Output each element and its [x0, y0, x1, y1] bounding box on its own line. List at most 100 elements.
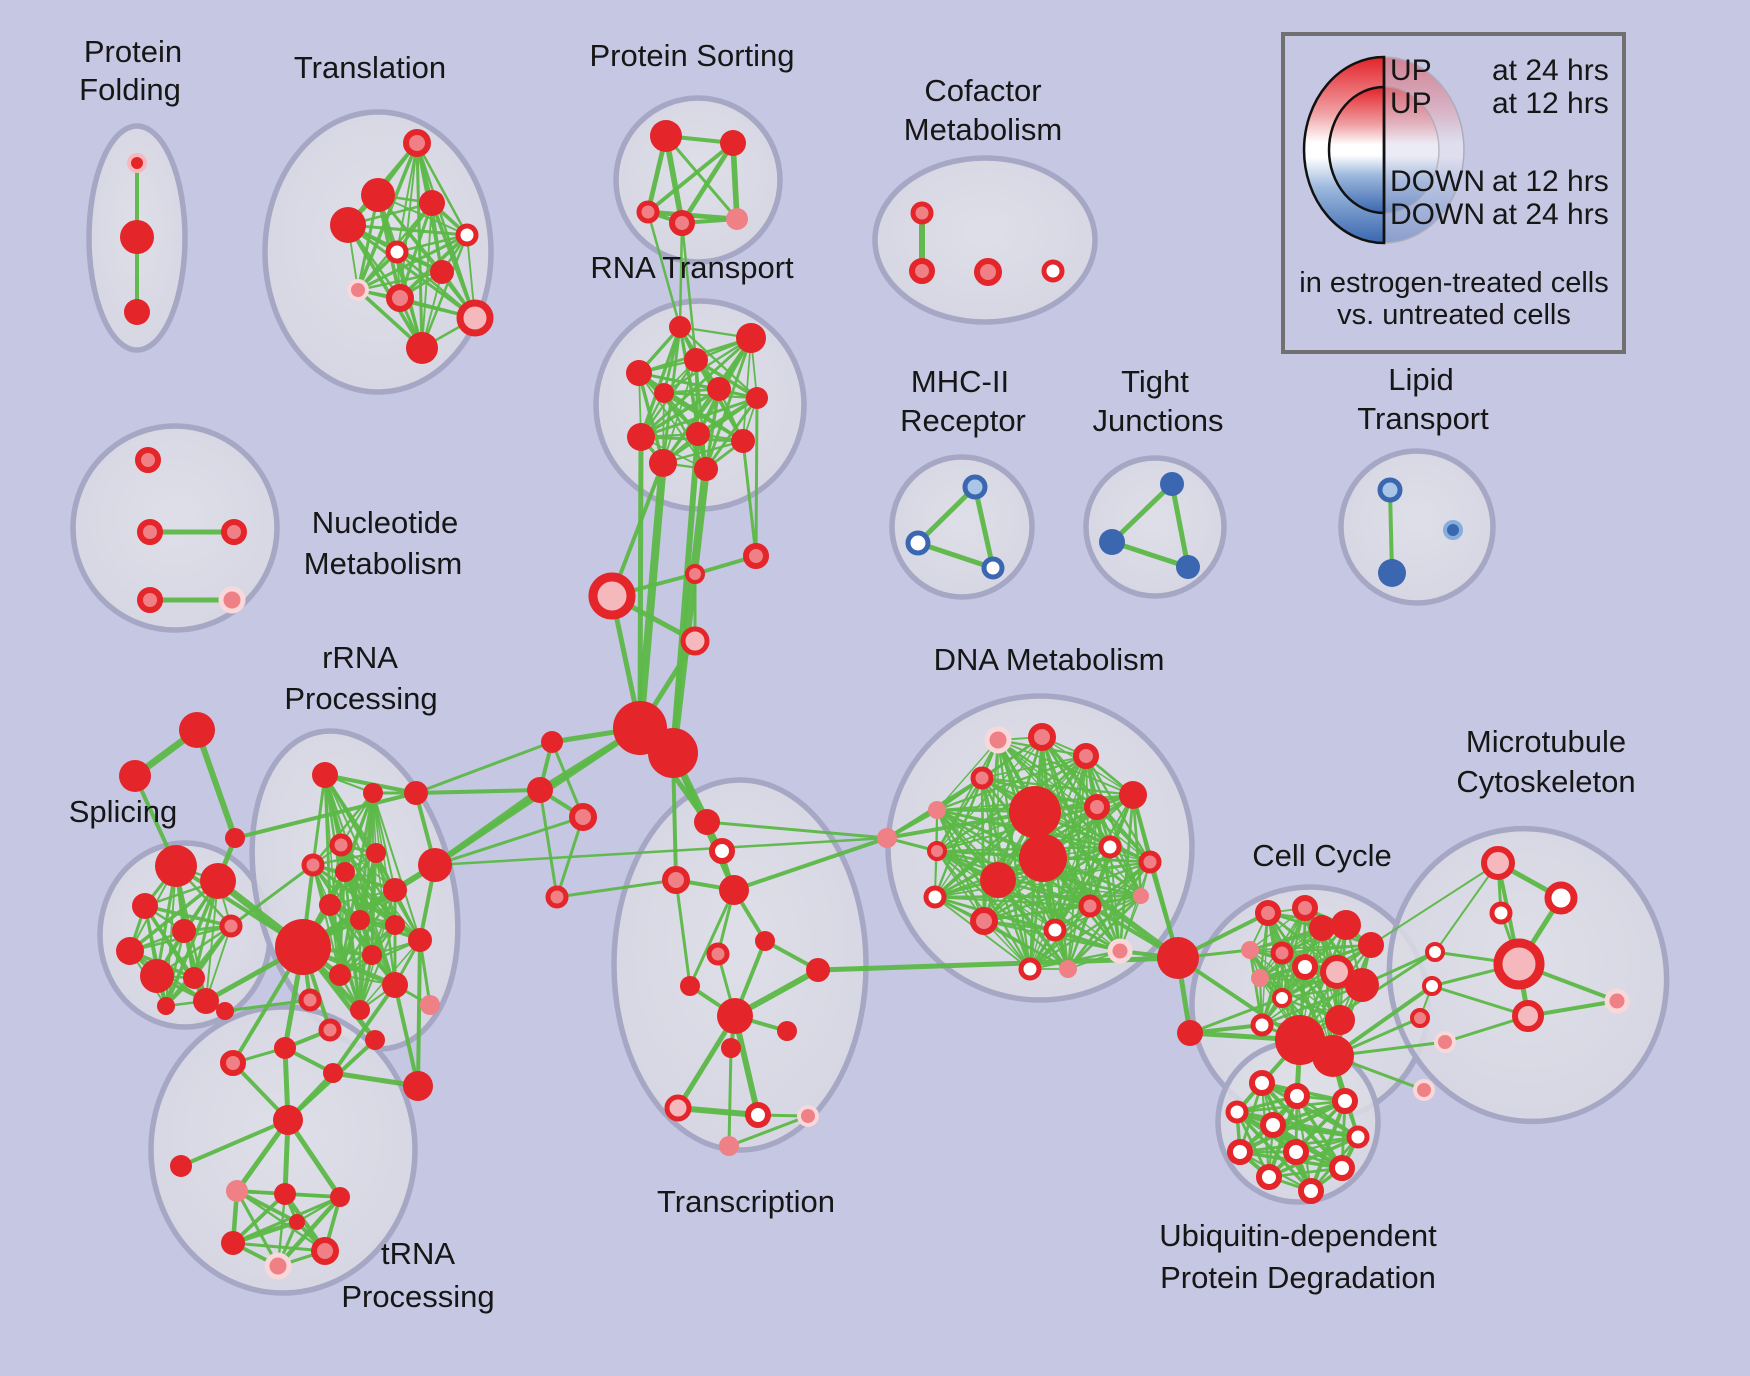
network-node-nm1[interactable] [135, 447, 161, 473]
network-node-tn_hub[interactable] [273, 1105, 303, 1135]
network-node-rt6[interactable] [746, 387, 768, 409]
network-node-ub2[interactable] [1284, 1083, 1310, 1109]
network-node-tc1[interactable] [694, 809, 720, 835]
network-node-cc9[interactable] [1320, 955, 1354, 989]
network-node-tr7[interactable] [430, 260, 454, 284]
network-node-tn7[interactable] [289, 1214, 305, 1230]
network-node-tr2[interactable] [361, 178, 395, 212]
network-node-tr9[interactable] [386, 284, 414, 312]
network-node-sp7[interactable] [140, 959, 174, 993]
network-node-tn1[interactable] [226, 1180, 248, 1202]
network-node-cc12[interactable] [1272, 988, 1292, 1008]
network-node-nm4[interactable] [137, 587, 163, 613]
network-node-ps4[interactable] [669, 210, 695, 236]
network-node-tc5[interactable] [755, 931, 775, 951]
network-node-hb2[interactable] [648, 728, 698, 778]
network-node-sp_t3[interactable] [225, 828, 245, 848]
network-node-tj3[interactable] [1176, 555, 1200, 579]
network-node-rr13[interactable] [385, 915, 405, 935]
network-node-ub10[interactable] [1298, 1178, 1324, 1204]
network-node-ub3[interactable] [1332, 1088, 1358, 1114]
network-node-mt5[interactable] [1422, 976, 1442, 996]
network-node-dm2[interactable] [1028, 723, 1056, 751]
network-node-tj2[interactable] [1099, 529, 1125, 555]
network-node-mh1[interactable] [962, 474, 988, 500]
network-node-mt4[interactable] [1425, 942, 1445, 962]
network-node-cf4[interactable] [1041, 259, 1065, 283]
network-node-dm22[interactable] [1157, 937, 1199, 979]
network-node-rr19[interactable] [350, 1000, 370, 1020]
network-node-dm_c[interactable] [877, 828, 897, 848]
network-node-tc4[interactable] [719, 875, 749, 905]
network-node-tc8[interactable] [717, 998, 753, 1034]
network-node-cc14[interactable] [1325, 1005, 1355, 1035]
network-node-tc15[interactable] [719, 1136, 739, 1156]
network-node-rt2[interactable] [736, 323, 766, 353]
network-node-rr14[interactable] [408, 928, 432, 952]
network-node-rc4[interactable] [680, 626, 710, 656]
network-node-dm4[interactable] [970, 766, 994, 790]
network-node-mt9[interactable] [1410, 1008, 1430, 1028]
network-node-dm16[interactable] [1078, 894, 1102, 918]
network-node-dm6[interactable] [927, 841, 947, 861]
network-node-rr12[interactable] [275, 919, 331, 975]
network-node-ps5[interactable] [726, 208, 748, 230]
network-node-tr3[interactable] [419, 190, 445, 216]
network-node-sp8[interactable] [183, 967, 205, 989]
network-node-ps3[interactable] [636, 200, 660, 224]
network-node-lt1[interactable] [1377, 477, 1403, 503]
network-node-tn_lone[interactable] [170, 1155, 192, 1177]
network-node-mt6[interactable] [1493, 938, 1545, 990]
network-node-tn2[interactable] [274, 1183, 296, 1205]
network-node-rr10[interactable] [319, 894, 341, 916]
network-node-cc16[interactable] [1312, 1035, 1354, 1077]
network-node-pf3[interactable] [124, 299, 150, 325]
network-node-dm13[interactable] [1138, 850, 1162, 874]
network-node-dm8[interactable] [1019, 834, 1067, 882]
network-node-lt2[interactable] [1378, 559, 1406, 587]
network-node-tc14[interactable] [797, 1105, 819, 1127]
network-node-dm7[interactable] [1009, 786, 1061, 838]
network-node-cc11[interactable] [1251, 969, 1269, 987]
network-node-lt3[interactable] [1443, 520, 1463, 540]
network-node-ub7[interactable] [1283, 1139, 1309, 1165]
network-node-x2[interactable] [323, 1063, 343, 1083]
network-node-sp_t2[interactable] [119, 760, 151, 792]
network-node-mh2[interactable] [905, 530, 931, 556]
network-node-lc3[interactable] [569, 803, 597, 831]
network-node-x3[interactable] [403, 1071, 433, 1101]
network-node-cc6[interactable] [1241, 941, 1259, 959]
network-node-rt12[interactable] [694, 457, 718, 481]
network-node-cc8[interactable] [1292, 954, 1318, 980]
network-node-rr20[interactable] [298, 988, 322, 1012]
network-node-tr11[interactable] [406, 332, 438, 364]
network-node-tr4[interactable] [330, 207, 366, 243]
network-node-mh3[interactable] [981, 556, 1005, 580]
network-node-tr8[interactable] [347, 279, 369, 301]
network-node-x4[interactable] [216, 1002, 234, 1020]
network-node-cc1[interactable] [1255, 900, 1281, 926]
network-node-ub11[interactable] [1346, 1125, 1370, 1149]
network-node-cc3[interactable] [1309, 915, 1335, 941]
network-node-cc17[interactable] [1177, 1020, 1203, 1046]
network-node-sp6[interactable] [219, 914, 243, 938]
network-node-rt7[interactable] [654, 383, 674, 403]
network-node-dm15[interactable] [970, 907, 998, 935]
network-node-tc2[interactable] [709, 838, 735, 864]
network-node-cc5[interactable] [1358, 932, 1384, 958]
network-node-cc4[interactable] [1331, 910, 1361, 940]
network-node-rt4[interactable] [626, 360, 652, 386]
network-node-cf2[interactable] [909, 258, 935, 284]
network-node-mt8[interactable] [1604, 988, 1630, 1014]
network-node-rr16[interactable] [329, 964, 351, 986]
network-node-dm14[interactable] [923, 885, 947, 909]
network-node-sp4[interactable] [172, 919, 196, 943]
network-node-dm21[interactable] [1107, 938, 1133, 964]
network-node-dm18[interactable] [1043, 918, 1067, 942]
network-node-rr18[interactable] [420, 995, 440, 1015]
network-node-pf1[interactable] [127, 153, 147, 173]
network-node-tc10[interactable] [777, 1021, 797, 1041]
network-node-rt3[interactable] [684, 348, 708, 372]
network-node-rr6[interactable] [335, 862, 355, 882]
network-node-ub5[interactable] [1260, 1112, 1286, 1138]
